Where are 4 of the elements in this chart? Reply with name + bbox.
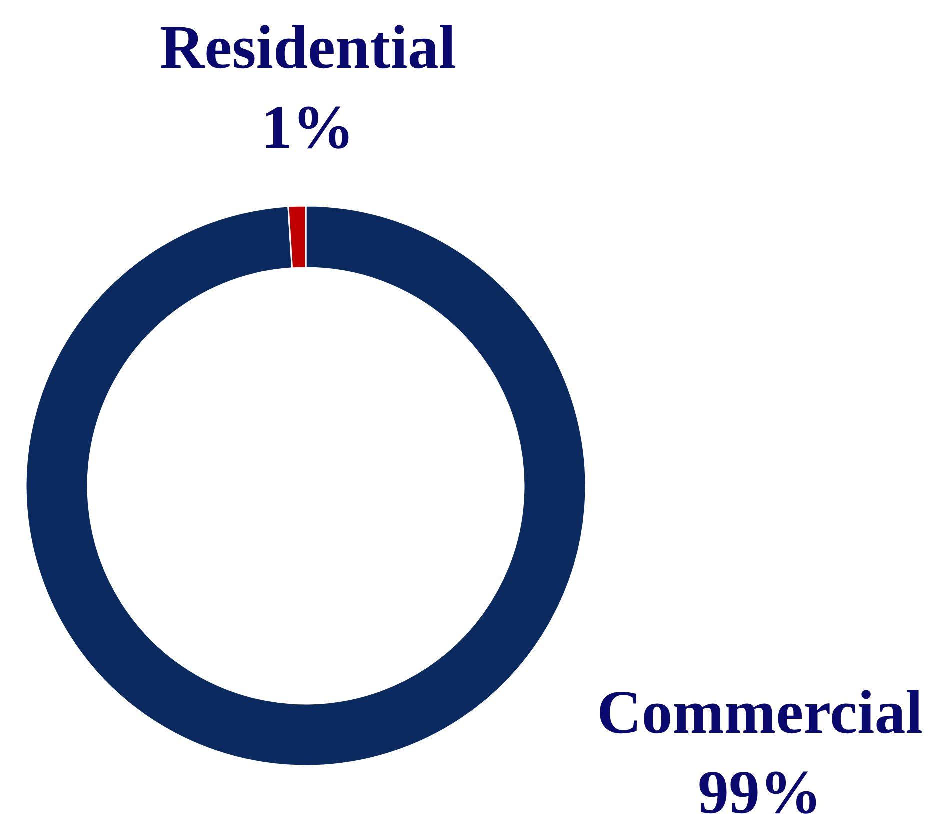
slice-label: Residential: [160, 14, 456, 82]
data-label: 1%: [262, 94, 354, 162]
slice-label: Commercial: [597, 679, 923, 747]
data-label: 99%: [698, 759, 822, 814]
